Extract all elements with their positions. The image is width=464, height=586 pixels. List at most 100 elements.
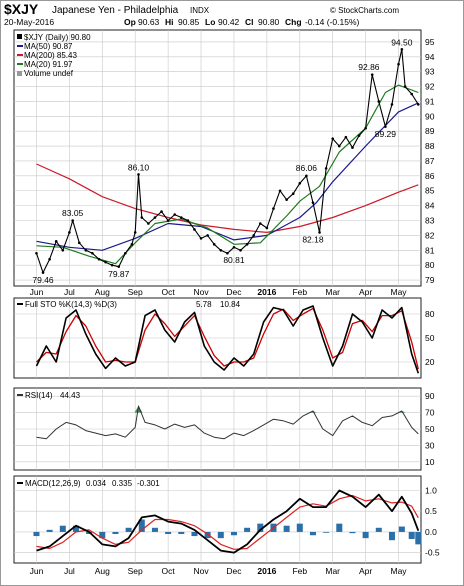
y-tick-label: 88 [425,141,435,151]
price-point [265,226,269,230]
y-tick-label: 50 [425,424,435,434]
legend-volume-swatch [17,71,22,76]
macd-legend: MACD(12,26,9) 0.034 0.335 -0.301 [17,479,160,488]
price-point [84,248,88,252]
price-point [219,248,223,252]
price-point [364,126,367,130]
macd-hist-bar [99,531,106,539]
price-point [179,216,183,219]
price-annotation: 83.05 [62,208,84,218]
macd-hist-bar [204,531,211,539]
macd-signal-line [36,494,419,550]
y-tick-label: 1.0 [425,486,437,496]
macd-hist-bar [72,525,79,532]
price-point [153,216,157,219]
price-point [166,219,170,222]
macd-hist-bar [230,531,237,536]
macd-hist-bar [112,531,119,534]
price-point [71,219,74,222]
y-tick-label: 87 [425,156,435,166]
x-tick-label-top: Jun [30,287,44,297]
y-tick-label: 84 [425,201,435,211]
x-tick-label-bottom: Aug [95,566,110,576]
y-tick-label: 80 [425,260,435,270]
y-tick-label: 86 [425,171,435,181]
macd-hist-bar [151,527,158,532]
price-point [291,192,295,196]
macd-hist-bar [349,531,356,534]
y-tick-label: 93 [425,67,435,77]
price-point [130,243,134,246]
x-tick-label-top: 2016 [257,287,276,297]
sto-title: Full STO %K(14,3) %D(3) [25,300,117,309]
cl-value: 90.80 [258,17,280,27]
symbol-name: Japanese Yen - Philadelphia [52,5,179,16]
price-point [239,248,242,252]
price-point [137,173,140,176]
x-tick-label-top: Oct [162,287,176,297]
legend-ma20: MA(20) 91.97 [24,60,73,69]
price-point [226,251,229,255]
price-annotation: 86.06 [296,163,318,173]
price-point [117,265,121,268]
lo-value: 90.42 [218,17,240,27]
date-label: 20-May-2016 [4,17,54,27]
price-annotation: 92.86 [358,62,380,72]
x-tick-label-bottom: Jun [30,566,44,576]
x-tick-label-top: Nov [193,287,209,297]
macd-line [36,489,420,554]
price-point [390,103,394,106]
y-tick-label: -0.5 [425,548,440,558]
price-point [397,62,400,66]
price-point [278,189,282,193]
rsi-legend: RSI(14) 44.43 [17,391,81,400]
rsi-value: 44.43 [60,391,81,400]
cl-label: Cl [245,17,254,27]
x-tick-label-top: May [391,287,408,297]
legend-ma200: MA(200) 85.43 [24,51,77,60]
x-tick-label-bottom: 2016 [257,566,276,576]
x-tick-label-top: Jul [64,287,75,297]
y-tick-label: 92 [425,82,435,92]
price-point [258,222,262,225]
ma200-line [36,163,419,233]
price-point [305,174,308,178]
x-tick-label-bottom: Jul [64,566,75,576]
x-tick-label-bottom: Mar [325,566,340,576]
y-tick-label: 10 [425,457,435,467]
x-tick-label-bottom: Oct [162,566,176,576]
price-point [124,251,127,255]
price-point [91,251,94,255]
tick-layer: Jun Jun Jul Jul Aug Aug Sep Sep Oct Oct Nov Nov Dec D… [30,37,440,576]
legend-daily-swatch [17,34,22,39]
y-tick-label: 30 [425,440,435,450]
macd-hist-bar [398,526,405,532]
y-tick-label: 89 [425,126,435,136]
price-point [140,216,144,219]
annotation-layer: 79.46 83.05 79.87 86.10 80.81 86.06 82.18 92.86… [32,37,412,285]
sto-d-value: 10.84 [220,300,241,309]
macd-hist-bar [125,527,132,532]
x-tick-label-top: Mar [325,287,340,297]
price-point [133,231,137,234]
y-tick-label: 82 [425,230,435,240]
price-point [351,146,354,149]
price-point [416,103,420,106]
price-point [41,271,45,274]
macd-hist-bar [46,529,53,532]
price-point [48,257,51,261]
price-point [324,167,328,170]
price-point [272,207,275,210]
macd-hist-bar [178,531,185,534]
macd-hist-bar [257,523,264,532]
price-point [104,260,107,264]
lo-label: Lo [205,17,215,27]
price-point [400,48,404,51]
y-tick-label: 90 [425,391,435,401]
y-tick-label: 80 [425,309,435,319]
macd-hist-bar [388,531,395,541]
price-annotation: 82.18 [302,235,324,245]
y-tick-label: 95 [425,37,435,47]
